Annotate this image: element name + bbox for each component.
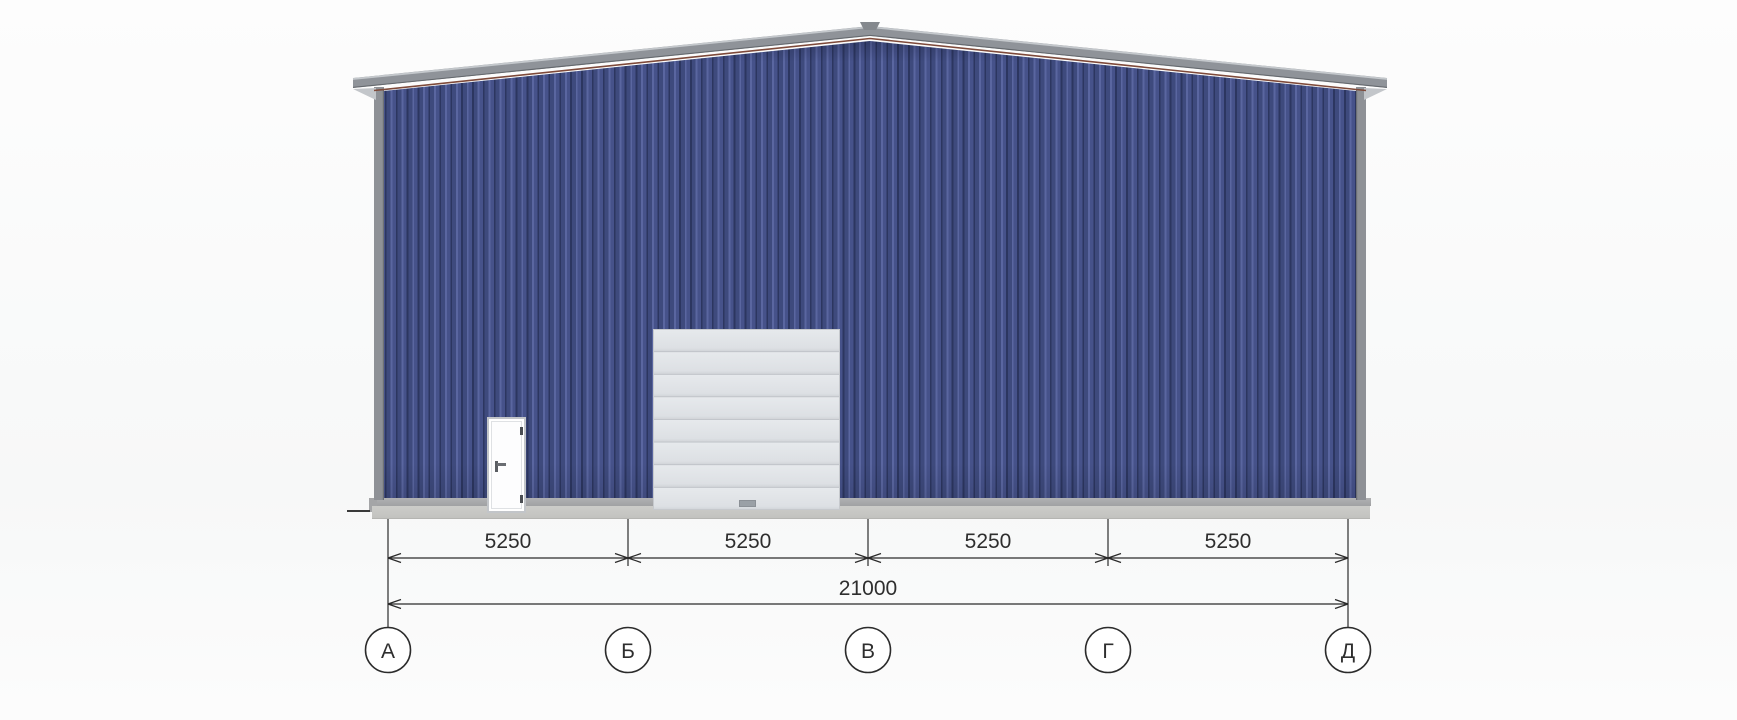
facade-shading	[374, 41, 1366, 500]
roof-edge-shadow	[352, 34, 1388, 88]
bay-dimension-label-3: 5250	[965, 530, 1012, 553]
roof-fascia-right	[870, 26, 1387, 88]
axis-label-v: В	[861, 640, 875, 663]
door-handle	[497, 463, 506, 466]
eave-soffit-right	[1364, 88, 1387, 100]
dimension-arrows-bays	[387, 552, 1349, 564]
door-hinge-top	[520, 427, 523, 435]
axis-label-b: Б	[621, 640, 635, 663]
overhead-sectional-door	[653, 329, 840, 510]
eave-soffit-left	[353, 88, 376, 100]
axis-label-g: Г	[1102, 640, 1113, 663]
eave-underline	[373, 37, 1367, 92]
axis-bubble-d	[1324, 626, 1372, 674]
facade-wall	[374, 41, 1366, 500]
axis-label-a: А	[381, 640, 395, 663]
axis-bubbles	[364, 626, 1372, 674]
axis-labels: А Б В Г Д	[381, 640, 1355, 663]
dimension-arrows-total	[387, 598, 1349, 610]
bay-dimension-label-4: 5250	[1205, 530, 1252, 553]
axis-label-d: Д	[1341, 640, 1355, 663]
corner-trim-right	[1356, 87, 1366, 500]
ridge-cap	[860, 22, 880, 30]
foundation-plinth	[372, 506, 1370, 519]
door-handle-plate	[495, 461, 498, 472]
axis-bubble-v	[844, 626, 892, 674]
bay-dimension-label-2: 5250	[725, 530, 772, 553]
wall-base-flashing	[369, 498, 1371, 506]
corner-trim-left	[374, 87, 384, 500]
axis-bubble-g	[1084, 626, 1132, 674]
bay-dimension-label-1: 5250	[485, 530, 532, 553]
wall-base-flashing-step	[369, 498, 377, 512]
entry-door	[487, 417, 526, 513]
door-hinge-bottom	[520, 495, 523, 503]
overhead-door-handle	[738, 500, 756, 507]
roof-fascia-left	[353, 26, 870, 88]
axis-bubble-b	[604, 626, 652, 674]
axis-bubble-a	[364, 626, 412, 674]
total-dimension-label: 21000	[839, 577, 897, 600]
